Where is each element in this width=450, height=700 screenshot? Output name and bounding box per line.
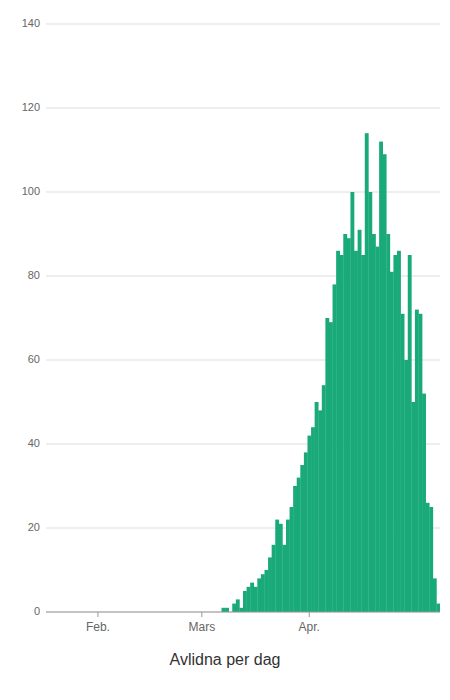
bar — [243, 591, 247, 612]
bar — [250, 583, 254, 612]
bar — [307, 436, 311, 612]
y-tick-label: 40 — [28, 437, 40, 449]
grid-line — [46, 612, 440, 613]
bar — [368, 192, 372, 612]
bar — [354, 251, 358, 612]
bar — [225, 608, 229, 612]
bar — [293, 486, 297, 612]
bar — [329, 322, 333, 612]
bar — [401, 314, 405, 612]
y-tick-label: 140 — [22, 17, 40, 29]
x-tick — [309, 612, 310, 617]
bars — [222, 133, 440, 612]
y-tick-label: 100 — [22, 185, 40, 197]
bar — [376, 247, 380, 612]
bar — [436, 604, 440, 612]
bar — [386, 234, 390, 612]
bar — [372, 234, 376, 612]
bar — [426, 503, 430, 612]
bar — [347, 238, 351, 612]
x-axis-line — [46, 612, 440, 613]
bar — [300, 465, 304, 612]
x-tick-label: Mars — [188, 620, 215, 634]
bar — [358, 230, 362, 612]
bar — [272, 545, 276, 612]
bar — [343, 234, 347, 612]
bar — [322, 385, 326, 612]
bar — [325, 318, 329, 612]
bar — [275, 520, 279, 612]
bar — [404, 360, 408, 612]
bar — [304, 452, 308, 612]
bar — [433, 578, 437, 612]
bar — [257, 578, 261, 612]
bar — [397, 251, 401, 612]
bar — [247, 587, 251, 612]
bar — [254, 587, 258, 612]
x-tick-label: Apr. — [299, 620, 320, 634]
bar — [365, 133, 369, 612]
bar — [239, 608, 243, 612]
grid — [46, 24, 440, 612]
bar — [350, 192, 354, 612]
bar — [361, 255, 365, 612]
chart: 0 20 40 60 80 100 120 140 Feb. Mars Apr. Avlidna pe… — [0, 0, 450, 700]
bar — [318, 410, 322, 612]
bar — [422, 394, 426, 612]
grid-line — [46, 108, 440, 109]
title: Avlidna per dag — [170, 651, 281, 668]
bar — [222, 608, 226, 612]
x-tick — [201, 612, 202, 617]
y-axis: 0 20 40 60 80 100 120 140 — [22, 17, 40, 617]
bar — [297, 478, 301, 612]
y-tick-label: 120 — [22, 101, 40, 113]
y-tick-label: 80 — [28, 269, 40, 281]
bar — [393, 255, 397, 612]
bar — [232, 604, 236, 612]
bar — [264, 570, 268, 612]
x-tick — [97, 612, 98, 617]
bar — [290, 507, 294, 612]
bar — [311, 427, 315, 612]
bar — [261, 574, 265, 612]
bar — [383, 154, 387, 612]
bar — [429, 507, 433, 612]
bar — [268, 557, 272, 612]
bar — [411, 402, 415, 612]
bar — [315, 402, 319, 612]
bar — [379, 142, 383, 612]
bar — [333, 284, 337, 612]
y-tick-label: 20 — [28, 521, 40, 533]
y-tick-label: 0 — [34, 605, 40, 617]
bar — [415, 310, 419, 612]
bar — [336, 251, 340, 612]
bar — [340, 255, 344, 612]
bar — [408, 255, 412, 612]
y-tick-label: 60 — [28, 353, 40, 365]
bar — [282, 545, 286, 612]
bar — [390, 272, 394, 612]
bar — [236, 599, 240, 612]
grid-line — [46, 24, 440, 25]
bar — [279, 524, 283, 612]
bar — [419, 314, 423, 612]
x-axis: Feb. Mars Apr. — [86, 612, 320, 634]
x-tick-label: Feb. — [86, 620, 110, 634]
bar — [286, 520, 290, 612]
